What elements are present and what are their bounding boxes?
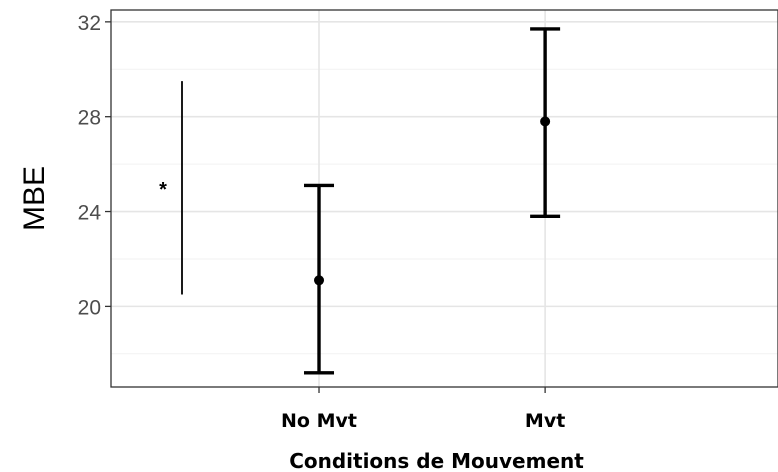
mean-point: [540, 116, 551, 127]
x-tick-label: Mvt: [525, 410, 565, 432]
y-axis-title: MBE: [18, 166, 51, 231]
plot-panel-border: [110, 9, 778, 388]
significance-star: *: [159, 179, 167, 201]
grid: [111, 10, 778, 387]
error-bar-mvt: [530, 27, 561, 218]
y-tick-label: 32: [78, 12, 101, 35]
y-tick-label: 24: [78, 202, 102, 225]
x-axis-title: Conditions de Mouvement: [289, 449, 584, 472]
significance-annotation: *: [159, 81, 183, 295]
data-series: [304, 27, 561, 375]
mean-point: [314, 275, 325, 286]
y-axis: 20 24 28 32: [78, 12, 111, 319]
x-axis: No Mvt Mvt: [281, 387, 565, 432]
x-tick-label: No Mvt: [281, 410, 357, 432]
y-tick-label: 28: [78, 107, 101, 130]
error-bar-no-mvt: [304, 183, 335, 375]
y-tick-label: 20: [78, 296, 101, 319]
